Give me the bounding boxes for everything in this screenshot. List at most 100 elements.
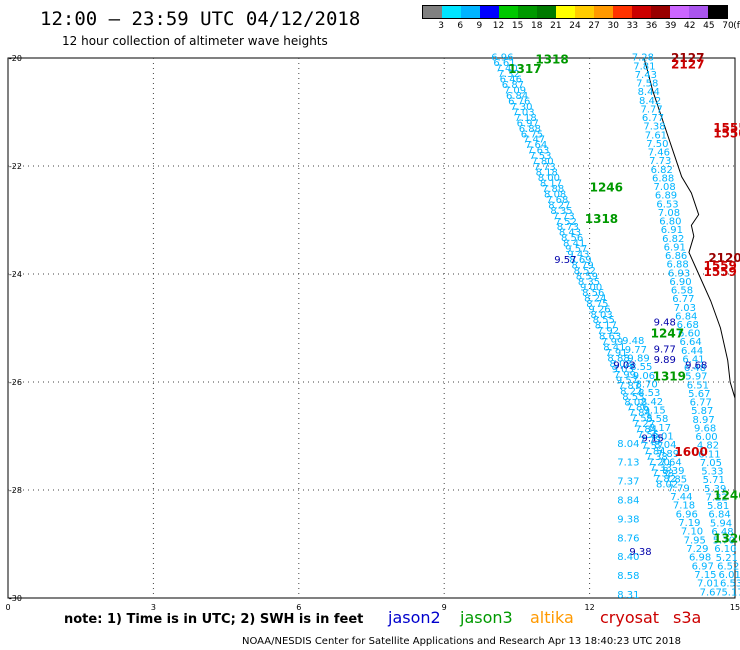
wave-height-value: 7.29 [686, 544, 708, 555]
wave-height-value: 8.53 [638, 388, 660, 399]
wave-height-value: 9.38 [617, 514, 639, 525]
colorbar-segment [461, 6, 480, 18]
colorbar-label: 27 [588, 21, 600, 31]
wave-height-value: 6.84 [675, 311, 697, 322]
pass-time-label: 2127 [671, 51, 704, 65]
colorbar-segment [442, 6, 461, 18]
wave-height-value: 7.58 [636, 79, 658, 90]
wave-height-value: 7.32 [498, 69, 520, 80]
wave-height-value: 5.33 [701, 467, 723, 478]
plot-frame [7, 57, 736, 599]
pass-time-label: 1556 [713, 127, 740, 141]
wave-height-value: 6.88 [652, 173, 674, 184]
wave-height-value: 7.64 [660, 457, 682, 468]
y-tick-label: -28 [9, 486, 22, 495]
wave-height-value: 8.35 [578, 277, 600, 288]
satellite-label-cryosat: cryosat [600, 608, 660, 627]
wave-height-value: 6.68 [677, 320, 699, 331]
wave-height-value: 9.89 [627, 354, 649, 365]
wave-height-value: 7.05 [700, 458, 722, 469]
wave-height-value: 7.84 [635, 425, 657, 436]
colorbar-segment [651, 6, 670, 18]
pass-time-label: 2120 [708, 251, 740, 265]
wave-height-value: 6.11 [698, 449, 720, 460]
wave-height-value: 7.84 [629, 408, 651, 419]
wave-height-value: 9.06 [633, 371, 655, 382]
wave-height-value: 7.61 [645, 130, 667, 141]
wave-height-value: 7.13 [617, 458, 639, 469]
wave-height-value: 7.43 [635, 70, 657, 81]
wave-height-value: 7.77 [640, 104, 662, 115]
wave-height-value: 5.17 [721, 587, 740, 598]
wave-height-value: 8.43 [559, 228, 581, 239]
wave-height-value: 6.53 [656, 199, 678, 210]
wave-height-value: 8.56 [582, 288, 604, 299]
wave-height-value: 8.76 [617, 533, 639, 544]
wave-height-value: 7.99 [601, 337, 623, 348]
wave-height-value: 7.91 [605, 348, 627, 359]
pass-time-label: 2127 [671, 57, 704, 71]
wave-height-value: 9.89 [654, 355, 676, 366]
wave-height-value: 6.48 [684, 363, 706, 374]
wave-height-value: 9.15 [641, 433, 663, 444]
wave-height-value: 9.57 [554, 255, 576, 266]
wave-height-value: 8.24 [584, 293, 606, 304]
wave-height-value: 8.00 [538, 173, 560, 184]
wave-height-value: 7.73 [639, 436, 661, 447]
wave-height-value: 7.09 [504, 86, 526, 97]
wave-height-value: 7.63 [527, 146, 549, 157]
wave-height-value: 7.57 [641, 441, 663, 452]
wave-height-value: 7.33 [650, 463, 672, 474]
colorbar-label: 6 [457, 21, 464, 31]
wave-height-value: 7.67 [700, 587, 722, 598]
pass-time-label: 1555 [713, 121, 740, 135]
page-title: 12:00 – 23:59 UTC 04/12/2018 [40, 8, 361, 30]
wave-height-value: 7.85 [665, 475, 687, 486]
x-tick-label: 3 [151, 603, 156, 612]
wave-height-value: 8.59 [576, 271, 598, 282]
wave-height-value: 7.53 [529, 151, 551, 162]
coastline [643, 57, 736, 399]
wave-height-value: 7.37 [617, 477, 639, 488]
wave-height-value: 6.87 [502, 80, 524, 91]
wave-height-value: 8.41 [563, 239, 585, 250]
wave-height-value: 7.79 [668, 483, 690, 494]
wave-height-value: 9.57 [565, 244, 587, 255]
wave-height-value: 7.52 [555, 217, 577, 228]
wave-height-value: 6.82 [651, 165, 673, 176]
satellite-label-altika: altika [530, 608, 574, 627]
wave-height-value: 8.04 [617, 439, 639, 450]
wave-height-value: 8.53 [622, 392, 644, 403]
wave-height-value: 6.44 [681, 346, 703, 357]
wave-height-value: 9.48 [654, 317, 676, 328]
colorbar-label: 36 [645, 21, 658, 31]
colorbar [422, 5, 728, 19]
wave-height-value: 5.94 [710, 518, 732, 529]
colorbar-segment [537, 6, 556, 18]
wave-height-value: 8.03 [591, 310, 613, 321]
wave-height-value: 7.55 [631, 414, 653, 425]
wave-height-value: 7.47 [523, 135, 545, 146]
wave-height-value: 7.55 [637, 430, 659, 441]
colorbar-segment [594, 6, 613, 18]
wave-height-value: 8.70 [635, 379, 657, 390]
wave-height-value: 7.28 [632, 53, 654, 64]
wave-height-value: 9.38 [629, 547, 651, 558]
wave-height-value: 6.53 [720, 579, 740, 590]
wave-height-value: 8.35 [550, 206, 572, 217]
wave-height-value: 8.44 [638, 87, 660, 98]
wave-height-value: 6.88 [666, 260, 688, 271]
y-tick-label: -24 [9, 270, 22, 279]
wave-height-value: 6.84 [506, 91, 528, 102]
wave-height-value: 6.77 [642, 113, 664, 124]
wave-height-value: 8.40 [617, 552, 639, 563]
wave-height-value: 7.08 [658, 208, 680, 219]
wave-height-value: 6.58 [671, 286, 693, 297]
wave-height-value: 8.17 [595, 321, 617, 332]
colorbar-label: 70 [722, 21, 734, 31]
wave-height-value: 8.79 [572, 261, 594, 272]
colorbar-label: 15 [511, 21, 524, 31]
wave-height-value: 9.03 [613, 361, 635, 372]
wave-height-value: 7.89 [657, 449, 679, 460]
